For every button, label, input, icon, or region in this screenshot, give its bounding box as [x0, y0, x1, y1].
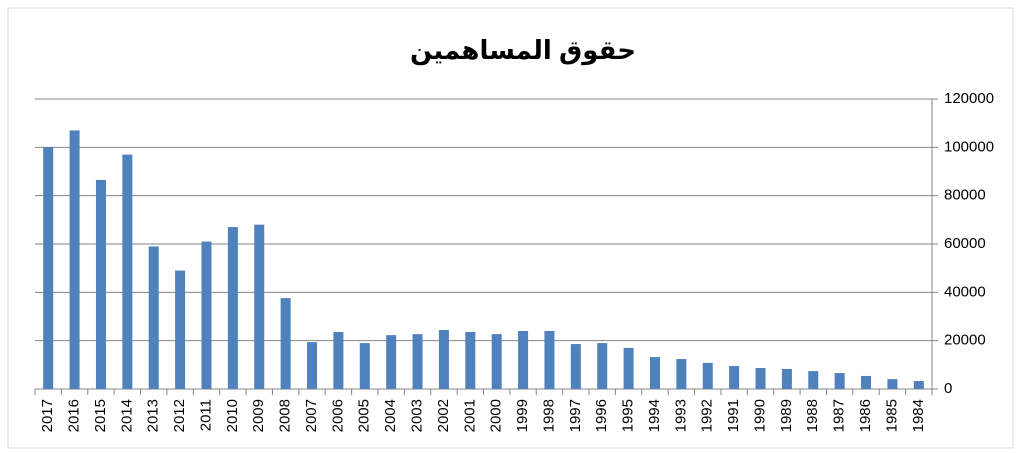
bar — [148, 246, 159, 389]
bar — [333, 331, 344, 389]
x-tick-label: 1997 — [567, 399, 584, 432]
bar — [887, 379, 898, 389]
x-tick-label: 1994 — [646, 399, 663, 432]
bar — [781, 368, 792, 389]
x-tick-label: 1998 — [540, 399, 557, 432]
x-tick-label: 1995 — [620, 399, 637, 432]
x-tick-label: 2014 — [118, 399, 135, 432]
bar — [913, 381, 924, 389]
y-tick-label: 80000 — [944, 187, 986, 204]
bar — [122, 154, 133, 389]
bar — [386, 335, 397, 389]
x-tick-label: 2003 — [409, 399, 426, 432]
bar — [227, 227, 238, 389]
x-tick-label: 1991 — [725, 399, 742, 432]
x-tick-label: 1990 — [751, 399, 768, 432]
x-tick-label: 1993 — [672, 399, 689, 432]
y-tick-label: 60000 — [944, 235, 986, 252]
x-tick-label: 1987 — [831, 399, 848, 432]
bar — [359, 343, 370, 389]
bar — [544, 331, 555, 389]
bar — [438, 330, 449, 389]
x-tick-label: 2013 — [145, 399, 162, 432]
x-tick-label: 1996 — [593, 399, 610, 432]
chart-title: حقوق المساهمين — [410, 35, 636, 66]
x-tick-label: 2008 — [277, 399, 294, 432]
bar — [307, 342, 318, 389]
bar — [412, 334, 423, 389]
x-tick-label: 2010 — [224, 399, 241, 432]
bar — [491, 334, 502, 389]
x-tick-label: 2016 — [66, 399, 83, 432]
x-tick-label: 2000 — [488, 399, 505, 432]
x-tick-label: 1989 — [778, 399, 795, 432]
bar — [518, 331, 529, 389]
y-tick-label: 100000 — [944, 138, 994, 155]
bar — [861, 375, 872, 389]
bar — [649, 357, 660, 389]
x-tick-label: 2017 — [39, 399, 56, 432]
x-tick-label: 2007 — [303, 399, 320, 432]
bar — [465, 331, 476, 389]
y-tick-label: 40000 — [944, 283, 986, 300]
y-tick-label: 120000 — [944, 90, 994, 107]
x-tick-label: 2006 — [329, 399, 346, 432]
bar — [280, 298, 291, 389]
x-tick-label: 2011 — [197, 399, 214, 431]
x-tick-label: 2015 — [92, 399, 109, 432]
bar — [570, 344, 581, 389]
x-tick-label: 2004 — [382, 399, 399, 432]
bar — [755, 367, 766, 389]
bar — [175, 270, 186, 389]
bar — [834, 373, 845, 389]
bar — [254, 224, 265, 389]
x-tick-label: 1992 — [699, 399, 716, 432]
x-tick-label: 2012 — [171, 399, 188, 432]
x-tick-label: 2001 — [461, 399, 478, 432]
bar — [676, 359, 687, 389]
bar — [95, 179, 106, 389]
x-tick-label: 2005 — [356, 399, 373, 432]
x-tick-label: 1984 — [910, 399, 927, 432]
bar — [808, 371, 819, 389]
y-tick-label: 0 — [944, 380, 952, 397]
bar — [43, 147, 54, 389]
x-tick-label: 1999 — [514, 399, 531, 432]
x-tick-label: 1988 — [804, 399, 821, 432]
bar — [702, 362, 713, 389]
bar — [201, 241, 212, 389]
x-tick-label: 1985 — [883, 399, 900, 432]
bar — [729, 366, 740, 389]
x-tick-label: 2009 — [250, 399, 267, 432]
x-tick-label: 2002 — [435, 399, 452, 432]
bar — [597, 343, 608, 389]
y-tick-label: 20000 — [944, 332, 986, 349]
x-tick-label: 1986 — [857, 399, 874, 432]
bar — [623, 347, 634, 389]
bar — [69, 130, 80, 389]
